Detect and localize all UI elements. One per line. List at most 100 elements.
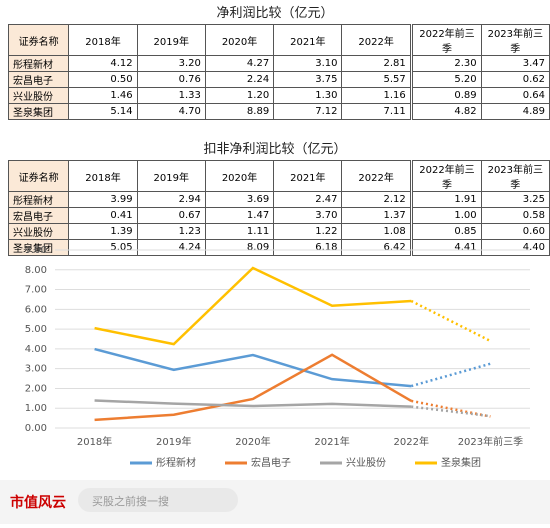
cell: 圣泉集团: [7, 239, 70, 256]
cell: 2.30: [412, 55, 482, 72]
x-tick-label: 2021年: [314, 435, 349, 448]
table: 证券名称 2018年 2019年 2020年 2021年 2022年 2022年前三季 202…: [7, 24, 550, 120]
cell: 0.64: [480, 87, 550, 104]
cell: 4.27: [204, 55, 275, 72]
series-line: [411, 405, 491, 418]
cell: 2022年前三季: [412, 24, 482, 56]
cell: 1.47: [204, 207, 275, 224]
cell: 6.42: [341, 239, 411, 256]
cell: 3.10: [273, 55, 343, 72]
cell: 4.89: [480, 103, 550, 120]
x-tick-label: 2022年: [394, 435, 429, 448]
chart: 0.00 1.00 2.00 3.00 4.00 5.00 6.00 7.00 8.00 9.00…: [25, 245, 530, 469]
cell: 宏昌电子: [7, 207, 70, 224]
cell: 2021年: [273, 24, 343, 56]
table-row: 圣泉集团 5.14 4.70 8.89 7.12 7.11 4.82 4.89: [7, 103, 550, 120]
cell: 4.41: [412, 239, 482, 256]
cell: 2019年: [136, 160, 206, 192]
cell: 2.81: [341, 55, 411, 72]
cell: 1.20: [204, 87, 275, 104]
series-line: [410, 362, 491, 388]
cell: 2020年: [204, 160, 275, 192]
cell: 4.82: [412, 103, 482, 120]
cell: 2020年: [204, 24, 275, 56]
cell: 2023年前三季: [480, 24, 550, 56]
cell: 0.62: [480, 71, 550, 88]
cell: 证券名称: [7, 160, 70, 192]
cell: 1.16: [341, 87, 411, 104]
search-placeholder: 买股之前搜一搜: [92, 495, 169, 508]
cell: 3.47: [480, 55, 550, 72]
series-line: [410, 299, 491, 343]
cell: 1.37: [341, 207, 411, 224]
cell: 0.67: [136, 207, 206, 224]
cell: 1.00: [412, 207, 482, 224]
search-box[interactable]: 买股之前搜一搜: [78, 488, 238, 512]
table-row: 证券名称 2018年 2019年 2020年 2021年 2022年 2022年前三季 202…: [7, 24, 550, 56]
x-tick-label: 2018年: [77, 435, 112, 448]
series-line: [411, 399, 491, 418]
cell: 1.33: [136, 87, 206, 104]
x-tick-label: 2020年: [235, 435, 270, 448]
cell: 3.25: [480, 191, 550, 208]
cell: 4.12: [68, 55, 138, 72]
cell: 彤程新材: [7, 55, 70, 72]
table: 证券名称 2018年 2019年 2020年 2021年 2022年 2022年前三季 202…: [7, 160, 550, 256]
cell: 3.75: [273, 71, 343, 88]
series-line: [94, 347, 412, 388]
legend-label: 彤程新材: [156, 456, 196, 469]
series-line: [94, 353, 412, 422]
cell: 0.58: [480, 207, 550, 224]
cell: 兴业股份: [7, 223, 70, 240]
cell: 0.50: [68, 71, 138, 88]
cell: 3.20: [136, 55, 206, 72]
cell: 2022年: [341, 24, 411, 56]
table-row: 兴业股份 1.46 1.33 1.20 1.30 1.16 0.89 0.64: [7, 87, 550, 104]
tables: 净利润比较（亿元） 证券名称 2018年 2019年 2020年 2021年 2022年 20…: [0, 4, 550, 256]
table-row: 证券名称 2018年 2019年 2020年 2021年 2022年 2022年前三季 202…: [7, 160, 550, 192]
cell: 2.94: [136, 191, 206, 208]
x-tick-label: 2019年: [156, 435, 191, 448]
cell: 圣泉集团: [7, 103, 70, 120]
table-title: 净利润比较（亿元）: [216, 6, 334, 21]
page: 净利润比较（亿元） 证券名称 2018年 2019年 2020年 2021年 2022年 20…: [0, 4, 550, 528]
cell: 证券名称: [7, 24, 70, 56]
cell: 2019年: [136, 24, 206, 56]
cell: 2023年前三季: [480, 160, 550, 192]
cell: 1.46: [68, 87, 138, 104]
table-row: 彤程新材 3.99 2.94 3.69 2.47 2.12 1.91 3.25: [7, 191, 550, 208]
cell: 3.69: [204, 191, 275, 208]
cell: 2022年: [341, 160, 411, 192]
cell: 0.41: [68, 207, 138, 224]
y-tick-label: 4.00: [25, 344, 47, 355]
cell: 1.91: [412, 191, 482, 208]
table-title: 扣非净利润比较（亿元）: [203, 142, 347, 157]
footer: 市值风云 买股之前搜一搜: [0, 480, 550, 524]
cell: 5.20: [412, 71, 482, 88]
legend-label: 宏昌电子: [251, 456, 291, 469]
cell: 7.12: [273, 103, 343, 120]
y-tick-label: 2.00: [25, 383, 47, 394]
cell: 4.40: [480, 239, 550, 256]
cell: 2022年前三季: [412, 160, 482, 192]
y-tick-label: 8.00: [25, 265, 47, 276]
cell: 彤程新材: [7, 191, 70, 208]
legend-label: 圣泉集团: [441, 456, 481, 469]
cell: 8.89: [204, 103, 275, 120]
cell: 0.89: [412, 87, 482, 104]
cell: 1.30: [273, 87, 343, 104]
cell: 3.99: [68, 191, 138, 208]
series-line: [94, 399, 412, 408]
cell: 8.09: [204, 239, 275, 256]
series-line: [94, 266, 412, 346]
cell: 6.18: [273, 239, 343, 256]
y-tick-label: 5.00: [25, 324, 47, 335]
legend-label: 兴业股份: [346, 457, 386, 469]
table-row: 彤程新材 4.12 3.20 4.27 3.10 2.81 2.30 3.47: [7, 55, 550, 72]
y-tick-label: 6.00: [25, 304, 47, 315]
cell: 2018年: [68, 24, 138, 56]
cell: 0.76: [136, 71, 206, 88]
y-tick-label: 7.00: [25, 285, 47, 296]
y-tick-label: 3.00: [25, 364, 47, 375]
cell: 2018年: [68, 160, 138, 192]
